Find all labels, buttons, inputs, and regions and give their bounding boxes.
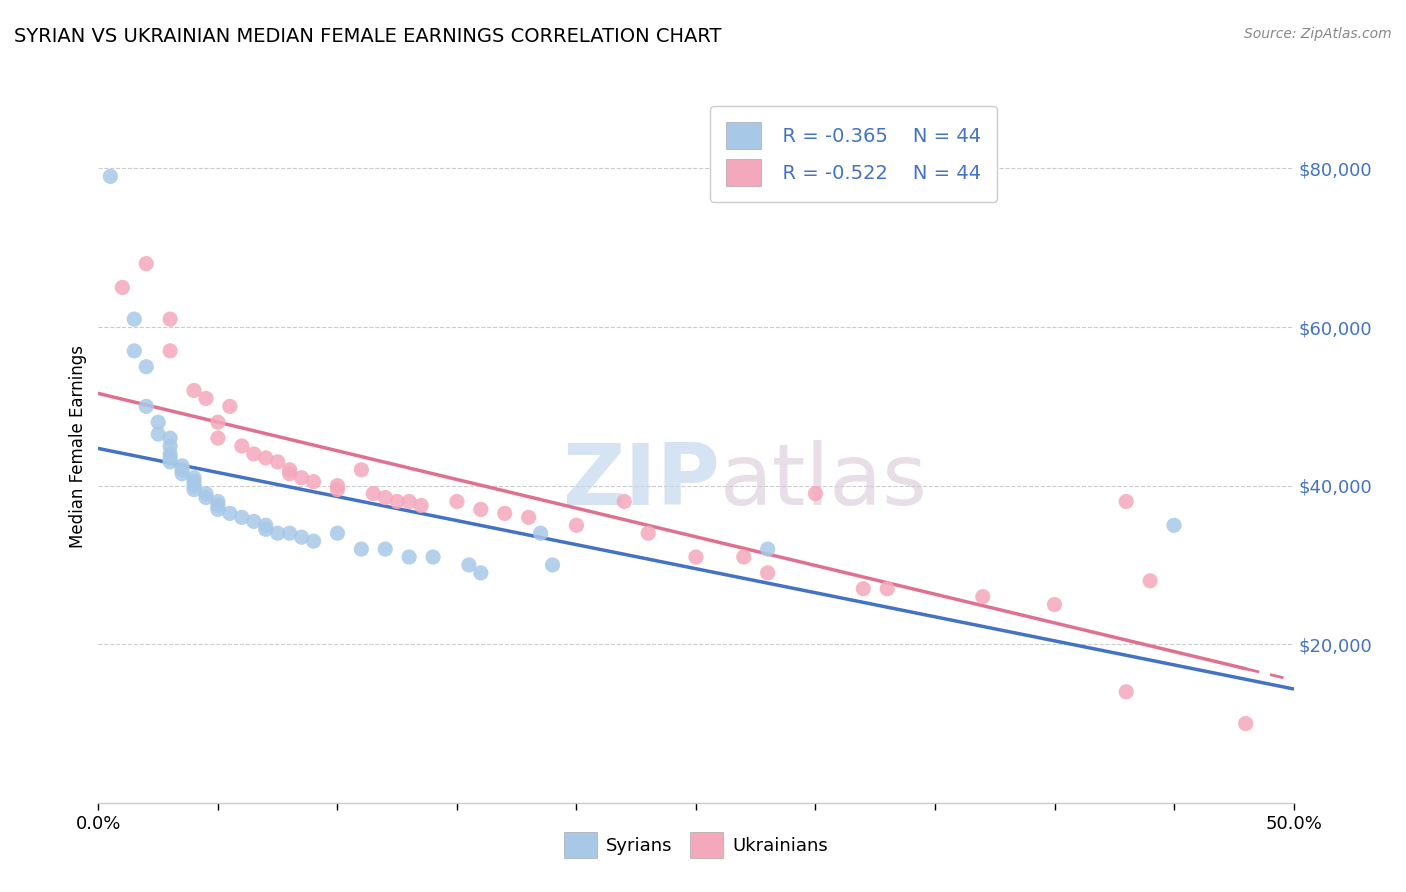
Point [1043,598,1066,612]
Point [172,467,194,481]
Point [219,400,242,414]
Point [159,447,181,461]
Point [159,343,181,358]
Point [254,518,277,533]
Point [422,549,444,564]
Point [291,530,314,544]
Point [530,526,553,541]
Point [254,450,277,465]
Y-axis label: Median Female Earnings: Median Female Earnings [69,344,87,548]
Point [876,582,898,596]
Point [398,494,420,508]
Point [302,475,325,489]
Point [159,455,181,469]
Point [1115,494,1137,508]
Point [470,502,492,516]
Point [446,494,468,508]
Text: atlas: atlas [720,440,928,524]
Legend: Syrians, Ukrainians: Syrians, Ukrainians [557,825,835,865]
Point [159,431,181,445]
Text: Source: ZipAtlas.com: Source: ZipAtlas.com [1244,27,1392,41]
Point [243,514,266,528]
Point [135,359,157,374]
Point [183,478,205,492]
Point [267,455,290,469]
Point [852,582,875,596]
Point [98,169,122,184]
Point [363,486,385,500]
Point [326,526,349,541]
Point [637,526,659,541]
Point [326,478,349,492]
Point [470,566,492,580]
Point [207,499,229,513]
Point [350,542,373,557]
Point [159,450,181,465]
Point [291,471,314,485]
Point [135,400,157,414]
Point [254,522,277,536]
Point [326,483,349,497]
Point [494,507,516,521]
Point [1139,574,1161,588]
Point [111,280,134,294]
Point [411,499,433,513]
Point [183,475,205,489]
Point [124,312,146,326]
Point [195,486,218,500]
Point [195,491,218,505]
Point [231,510,253,524]
Point [183,384,205,398]
Point [1163,518,1185,533]
Point [517,510,540,524]
Point [565,518,588,533]
Point [219,507,242,521]
Point [1115,685,1137,699]
Point [374,542,396,557]
Point [195,392,218,406]
Text: ZIP: ZIP [562,440,720,524]
Point [207,415,229,429]
Point [1234,716,1257,731]
Point [278,467,301,481]
Point [172,463,194,477]
Point [733,549,755,564]
Point [159,312,181,326]
Point [398,549,420,564]
Point [385,494,409,508]
Point [278,526,301,541]
Point [278,463,301,477]
Point [207,431,229,445]
Point [231,439,253,453]
Point [148,415,170,429]
Point [756,542,779,557]
Point [350,463,373,477]
Point [183,471,205,485]
Point [374,491,396,505]
Point [159,439,181,453]
Point [148,427,170,442]
Point [207,502,229,516]
Point [804,486,827,500]
Point [183,483,205,497]
Text: SYRIAN VS UKRAINIAN MEDIAN FEMALE EARNINGS CORRELATION CHART: SYRIAN VS UKRAINIAN MEDIAN FEMALE EARNIN… [14,27,721,45]
Point [756,566,779,580]
Point [135,257,157,271]
Point [541,558,564,572]
Point [243,447,266,461]
Point [685,549,707,564]
Point [972,590,994,604]
Point [207,494,229,508]
Point [613,494,636,508]
Point [302,534,325,549]
Point [124,343,146,358]
Point [267,526,290,541]
Point [172,458,194,473]
Point [458,558,481,572]
